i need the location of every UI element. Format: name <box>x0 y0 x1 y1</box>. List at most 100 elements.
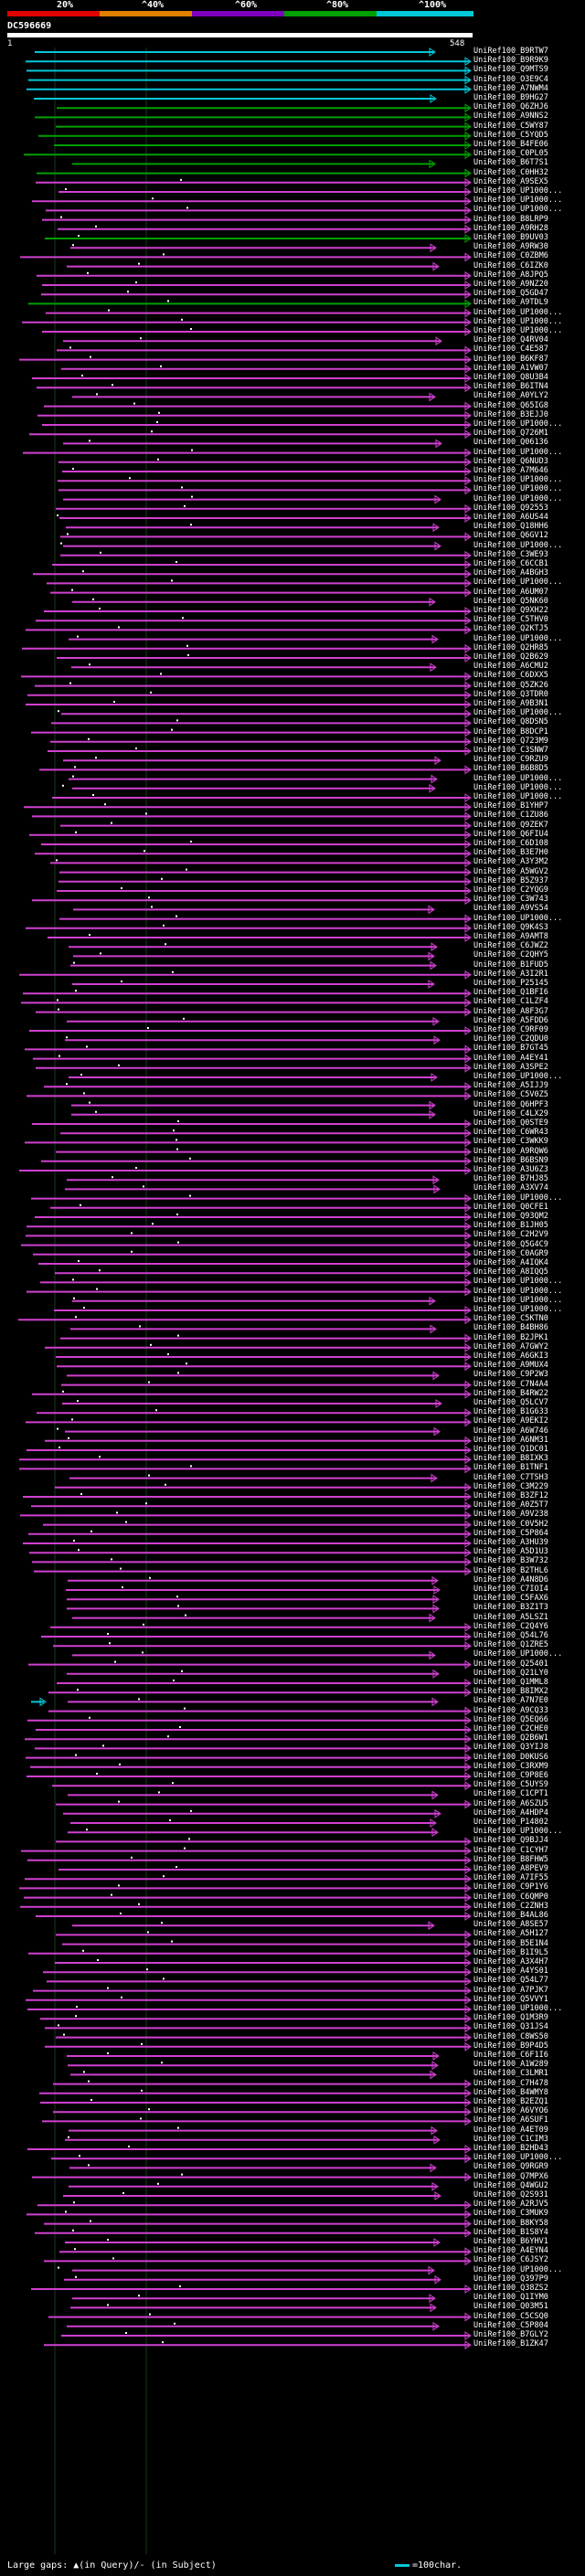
hit-label[interactable]: UniRef100_A9SEX5 <box>473 176 548 186</box>
hit-label[interactable]: UniRef100_UP1000... <box>473 2004 563 2013</box>
hit-alignment-row[interactable] <box>48 1688 472 1698</box>
hit-label[interactable]: UniRef100_B9UV03 <box>473 233 548 242</box>
hit-label[interactable]: UniRef100_B1I9L5 <box>473 1947 548 1957</box>
hit-label[interactable]: UniRef100_A3HU39 <box>473 1538 548 1547</box>
hit-label[interactable]: UniRef100_Q93QM2 <box>473 1212 548 1221</box>
hit-alignment-row[interactable] <box>57 345 472 355</box>
hit-alignment-row[interactable] <box>48 747 472 756</box>
hit-label[interactable]: UniRef100_Q0STE9 <box>473 1118 548 1128</box>
hit-alignment-row[interactable] <box>19 1883 472 1893</box>
hit-label[interactable]: UniRef100_A6CMU2 <box>473 662 548 672</box>
hit-alignment-row[interactable] <box>51 2154 472 2164</box>
hit-label[interactable]: UniRef100_A6SZU5 <box>473 1798 548 1808</box>
hit-label[interactable]: UniRef100_B6B8D5 <box>473 764 548 774</box>
hit-label[interactable]: UniRef100_B4FE06 <box>473 140 548 149</box>
hit-alignment-row[interactable] <box>25 1734 472 1744</box>
hit-label[interactable]: UniRef100_A7M646 <box>473 466 548 475</box>
hit-alignment-row[interactable] <box>58 1865 472 1874</box>
hit-alignment-row[interactable] <box>69 942 438 952</box>
hit-label[interactable]: UniRef100_B1S8Y4 <box>473 2227 548 2237</box>
hit-alignment-row[interactable] <box>42 420 472 429</box>
hit-label[interactable]: UniRef100_UP1000... <box>473 196 563 206</box>
hit-alignment-row[interactable] <box>35 2228 472 2238</box>
hit-label[interactable]: UniRef100_C6DXX5 <box>473 671 548 681</box>
hit-label[interactable]: UniRef100_Q25401 <box>473 1659 548 1669</box>
hit-alignment-row[interactable] <box>28 75 472 85</box>
hit-alignment-row[interactable] <box>63 336 442 346</box>
hit-alignment-row[interactable] <box>72 2294 436 2304</box>
hit-alignment-row[interactable] <box>28 1948 472 1958</box>
hit-label[interactable]: UniRef100_A5WGV2 <box>473 866 548 876</box>
hit-label[interactable]: UniRef100_UP1000... <box>473 708 563 718</box>
hit-label[interactable]: UniRef100_Q1M3R9 <box>473 2013 548 2023</box>
hit-label[interactable]: UniRef100_A8IQQ5 <box>473 1267 548 1277</box>
hit-alignment-row[interactable] <box>67 1371 440 1381</box>
hit-label[interactable]: UniRef100_Q5NK60 <box>473 596 548 606</box>
hit-alignment-row[interactable] <box>66 1585 441 1595</box>
hit-label[interactable]: UniRef100_C1CIM3 <box>473 2134 548 2144</box>
hit-alignment-row[interactable] <box>69 774 438 784</box>
hit-label[interactable]: UniRef100_Q03M51 <box>473 2302 548 2312</box>
hit-alignment-row[interactable] <box>19 1166 472 1175</box>
hit-alignment-row[interactable] <box>23 1539 472 1548</box>
hit-alignment-row[interactable] <box>26 57 472 67</box>
hit-label[interactable]: UniRef100_UP1000... <box>473 307 563 317</box>
hit-label[interactable]: UniRef100_UP1000... <box>473 2153 563 2163</box>
hit-label[interactable]: UniRef100_A6UM07 <box>473 587 548 597</box>
hit-alignment-row[interactable] <box>53 2079 472 2089</box>
hit-label[interactable]: UniRef100_B7GT45 <box>473 1044 548 1054</box>
hit-label[interactable]: UniRef100_C6JSY2 <box>473 2255 548 2265</box>
hit-alignment-row[interactable] <box>41 290 472 300</box>
hit-alignment-row[interactable] <box>18 1315 472 1325</box>
hit-alignment-row[interactable] <box>56 1837 472 1847</box>
hit-label[interactable]: UniRef100_A8SE57 <box>473 1920 548 1930</box>
hit-alignment-row[interactable] <box>58 2265 435 2275</box>
hit-alignment-row[interactable] <box>36 177 472 187</box>
hit-label[interactable]: UniRef100_A7N7E0 <box>473 1696 548 1706</box>
hit-alignment-row[interactable] <box>35 1744 472 1754</box>
hit-label[interactable]: UniRef100_B4RW22 <box>473 1388 548 1398</box>
hit-label[interactable]: UniRef100_C1ZU86 <box>473 811 548 821</box>
hit-label[interactable]: UniRef100_Q1MML8 <box>473 1678 548 1687</box>
hit-label[interactable]: UniRef100_C5THV0 <box>473 615 548 625</box>
hit-alignment-row[interactable] <box>31 727 472 737</box>
hit-label[interactable]: UniRef100_C3SNW7 <box>473 746 548 755</box>
hit-label[interactable]: UniRef100_C5FAX6 <box>473 1594 548 1604</box>
hit-alignment-row[interactable] <box>65 1035 441 1045</box>
hit-alignment-row[interactable] <box>44 607 472 616</box>
hit-label[interactable]: UniRef100_C2YQG9 <box>473 885 548 895</box>
hit-label[interactable]: UniRef100_A3Y3M2 <box>473 857 548 867</box>
hit-alignment-row[interactable] <box>71 1100 436 1110</box>
hit-alignment-row[interactable] <box>27 66 472 76</box>
hit-alignment-row[interactable] <box>68 2061 439 2071</box>
hit-alignment-row[interactable] <box>38 131 472 141</box>
hit-alignment-row[interactable] <box>26 1995 472 2005</box>
hit-alignment-row[interactable] <box>46 308 472 318</box>
hit-label[interactable]: UniRef100_Q92553 <box>473 503 548 513</box>
hit-label[interactable]: UniRef100_A9B3N1 <box>473 699 548 708</box>
hit-label[interactable]: UniRef100_C9P1Y6 <box>473 1882 548 1892</box>
hit-label[interactable]: UniRef100_A9NZ20 <box>473 280 548 289</box>
hit-label[interactable]: UniRef100_A4IQK4 <box>473 1258 548 1267</box>
hit-alignment-row[interactable] <box>32 811 472 822</box>
hit-alignment-row[interactable] <box>70 960 437 970</box>
hit-alignment-row[interactable] <box>55 1958 472 1967</box>
hit-label[interactable]: UniRef100_UP1000... <box>473 578 563 588</box>
hit-alignment-row[interactable] <box>21 1846 472 1856</box>
hit-label[interactable]: UniRef100_B8DCP1 <box>473 726 548 737</box>
hit-alignment-row[interactable] <box>40 2098 472 2107</box>
hit-label[interactable]: UniRef100_Q1BFI6 <box>473 988 548 998</box>
hit-alignment-row[interactable] <box>25 1044 472 1055</box>
hit-alignment-row[interactable] <box>34 1566 472 1576</box>
hit-alignment-row[interactable] <box>29 1548 472 1558</box>
hit-alignment-row[interactable] <box>37 410 472 420</box>
hit-label[interactable]: UniRef100_Q397P9 <box>473 2274 548 2284</box>
hit-alignment-row[interactable] <box>63 439 442 449</box>
hit-label[interactable]: UniRef100_C6JWZ2 <box>473 941 548 951</box>
hit-alignment-row[interactable] <box>36 616 472 626</box>
hit-label[interactable]: UniRef100_UP1000... <box>473 773 563 783</box>
hit-alignment-row[interactable] <box>67 1595 440 1605</box>
hit-alignment-row[interactable] <box>67 1016 440 1026</box>
hit-label[interactable]: UniRef100_B2EZQ1 <box>473 2097 548 2106</box>
hit-label[interactable]: UniRef100_UP1000... <box>473 1072 563 1081</box>
